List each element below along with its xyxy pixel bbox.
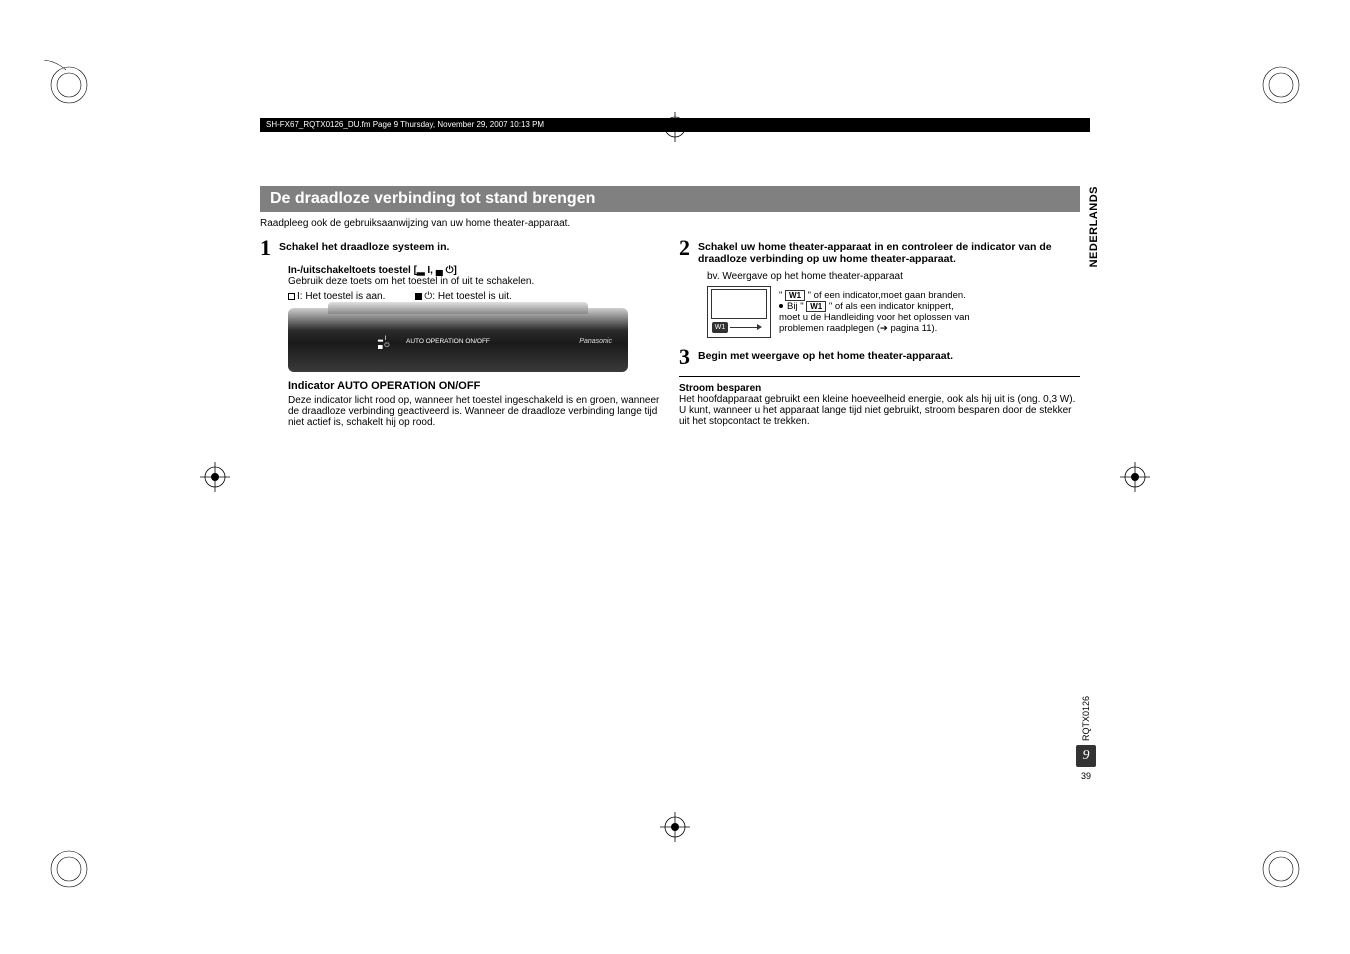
device-brand: Panasonic xyxy=(579,338,612,345)
crop-mark-icon xyxy=(1256,60,1306,110)
w1-badge-icon: W1 xyxy=(712,322,728,333)
w1-inline-icon: W1 xyxy=(806,301,826,312)
ht-screen xyxy=(711,289,767,319)
bullet-icon xyxy=(779,304,783,308)
diagram-text: " W1 " of een indicator,moet gaan brande… xyxy=(779,290,970,334)
pointer-line-icon xyxy=(730,327,760,328)
step-2-body: bv. Weergave op het home theater-apparaa… xyxy=(707,271,1080,338)
device-illustration: ▂ I ▄ ⏻ AUTO OPERATION ON/OFF Panasonic xyxy=(288,308,628,372)
example-caption: bv. Weergave op het home theater-apparaa… xyxy=(707,271,1080,282)
step-number: 2 xyxy=(679,237,690,259)
diagram-line2: Bij " W1 " of als een indicator knippert… xyxy=(779,301,970,312)
step-title: Begin met weergave op het home theater-a… xyxy=(698,346,953,362)
step-number: 1 xyxy=(260,237,271,259)
registration-mark-icon xyxy=(1120,462,1150,492)
section-title: De draadloze verbinding tot stand brenge… xyxy=(260,186,1080,212)
registration-mark-icon xyxy=(660,112,690,142)
diagram-line4: problemen raadplegen (➔ pagina 11). xyxy=(779,323,970,334)
step-1: 1 Schakel het draadloze systeem in. xyxy=(260,237,661,259)
device-switch-label: ▂ I ▄ ⏻ xyxy=(378,334,390,350)
ht-device-box: W1 xyxy=(707,286,771,338)
step-number: 3 xyxy=(679,346,690,368)
switch-on-label: I: Het toestel is aan. xyxy=(288,291,385,302)
switch-off-label: ⏻: Het toestel is uit. xyxy=(415,291,511,302)
switch-on-icon xyxy=(288,293,295,300)
page-content: De draadloze verbinding tot stand brenge… xyxy=(260,186,1080,432)
left-column: 1 Schakel het draadloze systeem in. In-/… xyxy=(260,237,661,432)
diagram-line1: " W1 " of een indicator,moet gaan brande… xyxy=(779,290,970,301)
intro-text: Raadpleeg ook de gebruiksaanwijzing van … xyxy=(260,218,1080,229)
crop-mark-icon xyxy=(1256,844,1306,894)
power-save-text: Het hoofdapparaat gebruikt een kleine ho… xyxy=(679,394,1080,427)
step-title: Schakel het draadloze systeem in. xyxy=(279,237,449,253)
page-footer: RQTX0126 9 39 xyxy=(1076,696,1096,781)
right-column: 2 Schakel uw home theater-apparaat in en… xyxy=(679,237,1080,432)
step-1-body: In-/uitschakeltoets toestel [▂ I, ▄ ⏻] G… xyxy=(288,265,661,428)
indicator-heading: Indicator AUTO OPERATION ON/OFF xyxy=(288,380,661,392)
device-top-edge xyxy=(328,302,588,314)
switch-states: I: Het toestel is aan. ⏻: Het toestel is… xyxy=(288,291,661,302)
device-auto-label: AUTO OPERATION ON/OFF xyxy=(406,338,490,345)
registration-mark-icon xyxy=(660,812,690,842)
switch-description: Gebruik deze toets om het toestel in of … xyxy=(288,276,661,287)
crop-mark-icon xyxy=(44,844,94,894)
w1-inline-icon: W1 xyxy=(785,290,805,301)
switch-label: In-/uitschakeltoets toestel [▂ I, ▄ ⏻] xyxy=(288,265,661,276)
step-3: 3 Begin met weergave op het home theater… xyxy=(679,346,1080,368)
home-theater-diagram: W1 " W1 " of een indicator,moet gaan bra… xyxy=(707,286,1080,338)
language-tab: NEDERLANDS xyxy=(1088,186,1100,267)
separator xyxy=(679,376,1080,377)
doc-code: RQTX0126 xyxy=(1081,696,1091,741)
diagram-line3: moet u de Handleiding voor het oplossen … xyxy=(779,312,970,323)
registration-mark-icon xyxy=(200,462,230,492)
crop-mark-icon xyxy=(44,60,94,110)
step-title: Schakel uw home theater-apparaat in en c… xyxy=(698,237,1080,265)
step-2: 2 Schakel uw home theater-apparaat in en… xyxy=(679,237,1080,265)
page-number-small: 39 xyxy=(1081,771,1091,781)
switch-off-icon xyxy=(415,293,422,300)
power-save-heading: Stroom besparen xyxy=(679,383,1080,394)
page-number-badge: 9 xyxy=(1076,745,1096,767)
two-column-layout: 1 Schakel het draadloze systeem in. In-/… xyxy=(260,237,1080,432)
indicator-text: Deze indicator licht rood op, wanneer he… xyxy=(288,395,661,428)
